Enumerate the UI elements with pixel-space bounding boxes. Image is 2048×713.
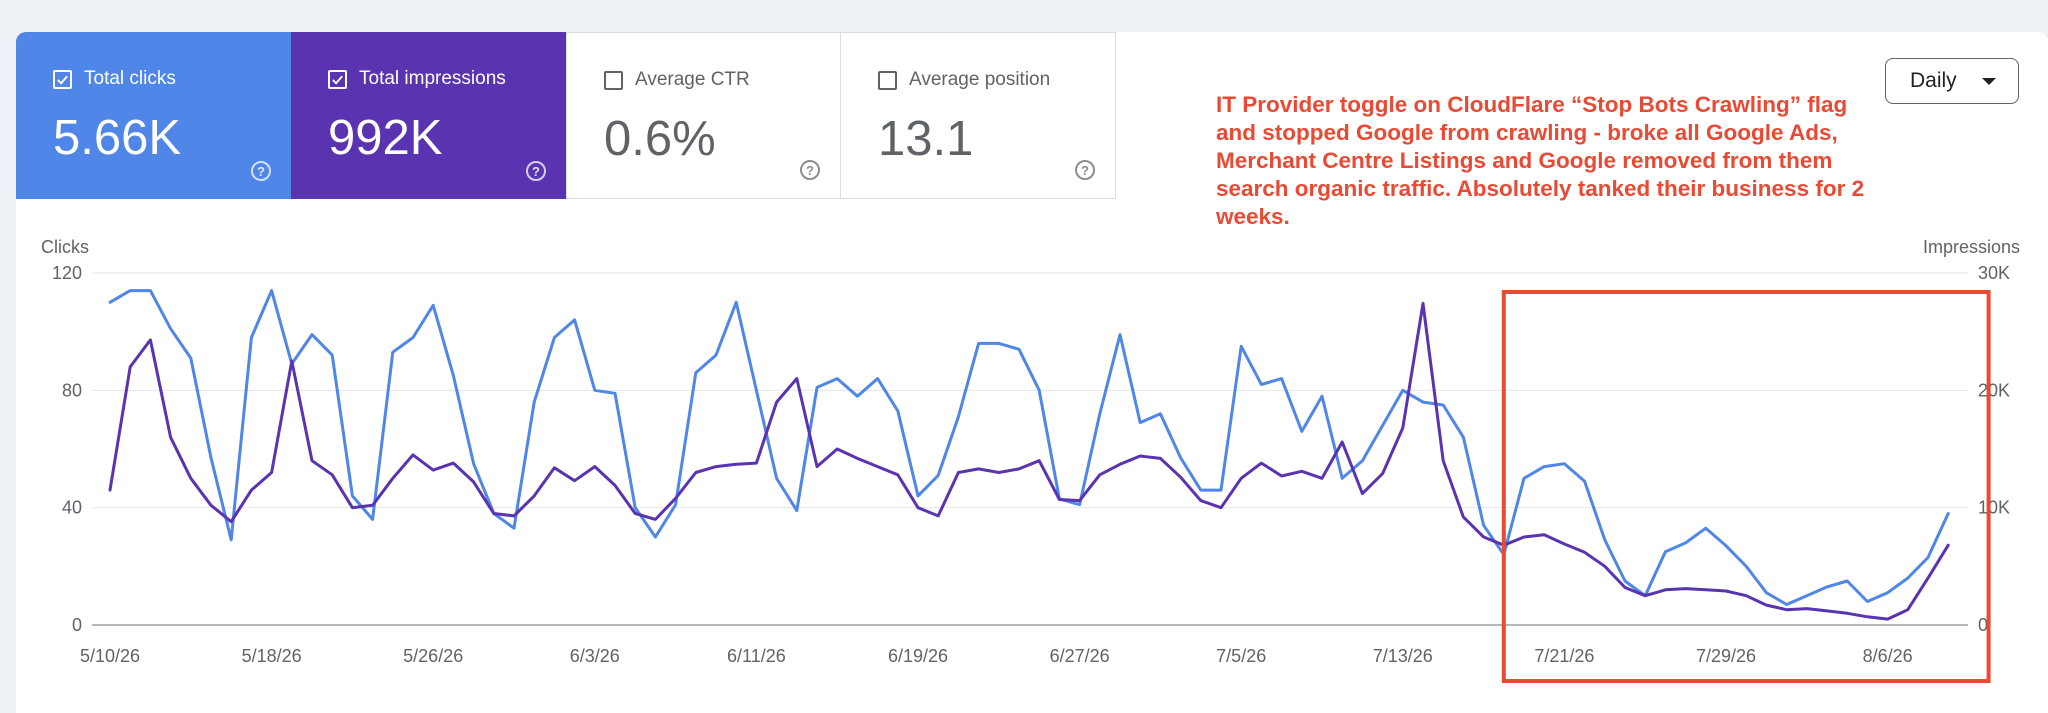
annotation-text: IT Provider toggle on CloudFlare “Stop B… xyxy=(1216,92,1865,229)
y-tick-label-left: 0 xyxy=(72,615,82,635)
metric-value: 13.1 xyxy=(878,112,974,166)
metric-card-total-clicks[interactable]: Total clicks 5.66K ? xyxy=(16,32,291,199)
metric-card-header: Total impressions xyxy=(328,68,506,90)
metric-label: Average position xyxy=(909,69,1051,90)
x-tick-label: 5/18/26 xyxy=(242,646,302,666)
metric-card-header: Average position xyxy=(878,69,1050,91)
x-tick-label: 7/13/26 xyxy=(1373,646,1433,666)
metric-value: 0.6% xyxy=(604,112,716,166)
y-tick-label-left: 80 xyxy=(62,380,82,400)
metric-card-average-position[interactable]: Average position 13.1 ? xyxy=(841,32,1116,199)
metric-card-header: Total clicks xyxy=(53,68,176,90)
y-tick-label-left: 40 xyxy=(62,498,82,518)
x-tick-label: 6/3/26 xyxy=(570,646,620,666)
x-tick-label: 6/19/26 xyxy=(888,646,948,666)
checkbox-checked-icon[interactable] xyxy=(328,69,347,89)
granularity-dropdown[interactable]: Daily xyxy=(1885,58,2019,104)
metric-label: Average CTR xyxy=(635,69,750,90)
help-icon[interactable]: ? xyxy=(526,161,546,181)
x-tick-label: 7/5/26 xyxy=(1216,646,1266,666)
checkbox-unchecked-icon[interactable] xyxy=(878,70,897,90)
y-tick-label-right: 10K xyxy=(1978,498,2010,518)
x-tick-label: 8/6/26 xyxy=(1863,646,1913,666)
y-tick-label-right: 20K xyxy=(1978,380,2010,400)
performance-panel: Total clicks 5.66K ? Total impressions 9… xyxy=(16,32,2048,713)
x-tick-label: 5/10/26 xyxy=(80,646,140,666)
metric-card-total-impressions[interactable]: Total impressions 992K ? xyxy=(291,32,566,199)
metric-label: Total impressions xyxy=(359,68,506,89)
metric-value: 5.66K xyxy=(53,111,182,165)
x-tick-label: 7/29/26 xyxy=(1696,646,1756,666)
series-line-clicks[interactable] xyxy=(108,289,1950,606)
help-icon[interactable]: ? xyxy=(251,161,271,181)
y-tick-label-right: 30K xyxy=(1978,263,2010,283)
y-tick-label-left: 120 xyxy=(52,263,82,283)
checkbox-unchecked-icon[interactable] xyxy=(604,70,623,90)
chevron-down-icon xyxy=(1982,78,1996,85)
y-tick-label-right: 0 xyxy=(1978,615,1988,635)
metric-label: Total clicks xyxy=(84,68,176,89)
checkbox-checked-icon[interactable] xyxy=(53,69,72,89)
dropdown-label: Daily xyxy=(1910,69,1957,92)
help-icon[interactable]: ? xyxy=(800,160,820,180)
series-line-impressions[interactable] xyxy=(108,302,1950,621)
x-tick-label: 5/26/26 xyxy=(403,646,463,666)
left-axis-title: Clicks xyxy=(41,237,89,257)
metric-value: 992K xyxy=(328,111,443,165)
x-tick-label: 6/27/26 xyxy=(1050,646,1110,666)
highlight-box xyxy=(1501,290,1991,683)
metric-card-average-ctr[interactable]: Average CTR 0.6% ? xyxy=(566,32,841,199)
x-tick-label: 7/21/26 xyxy=(1534,646,1594,666)
metric-card-header: Average CTR xyxy=(604,69,750,91)
right-axis-title: Impressions xyxy=(1923,237,2020,257)
help-icon[interactable]: ? xyxy=(1075,160,1095,180)
x-tick-label: 6/11/26 xyxy=(727,646,786,666)
